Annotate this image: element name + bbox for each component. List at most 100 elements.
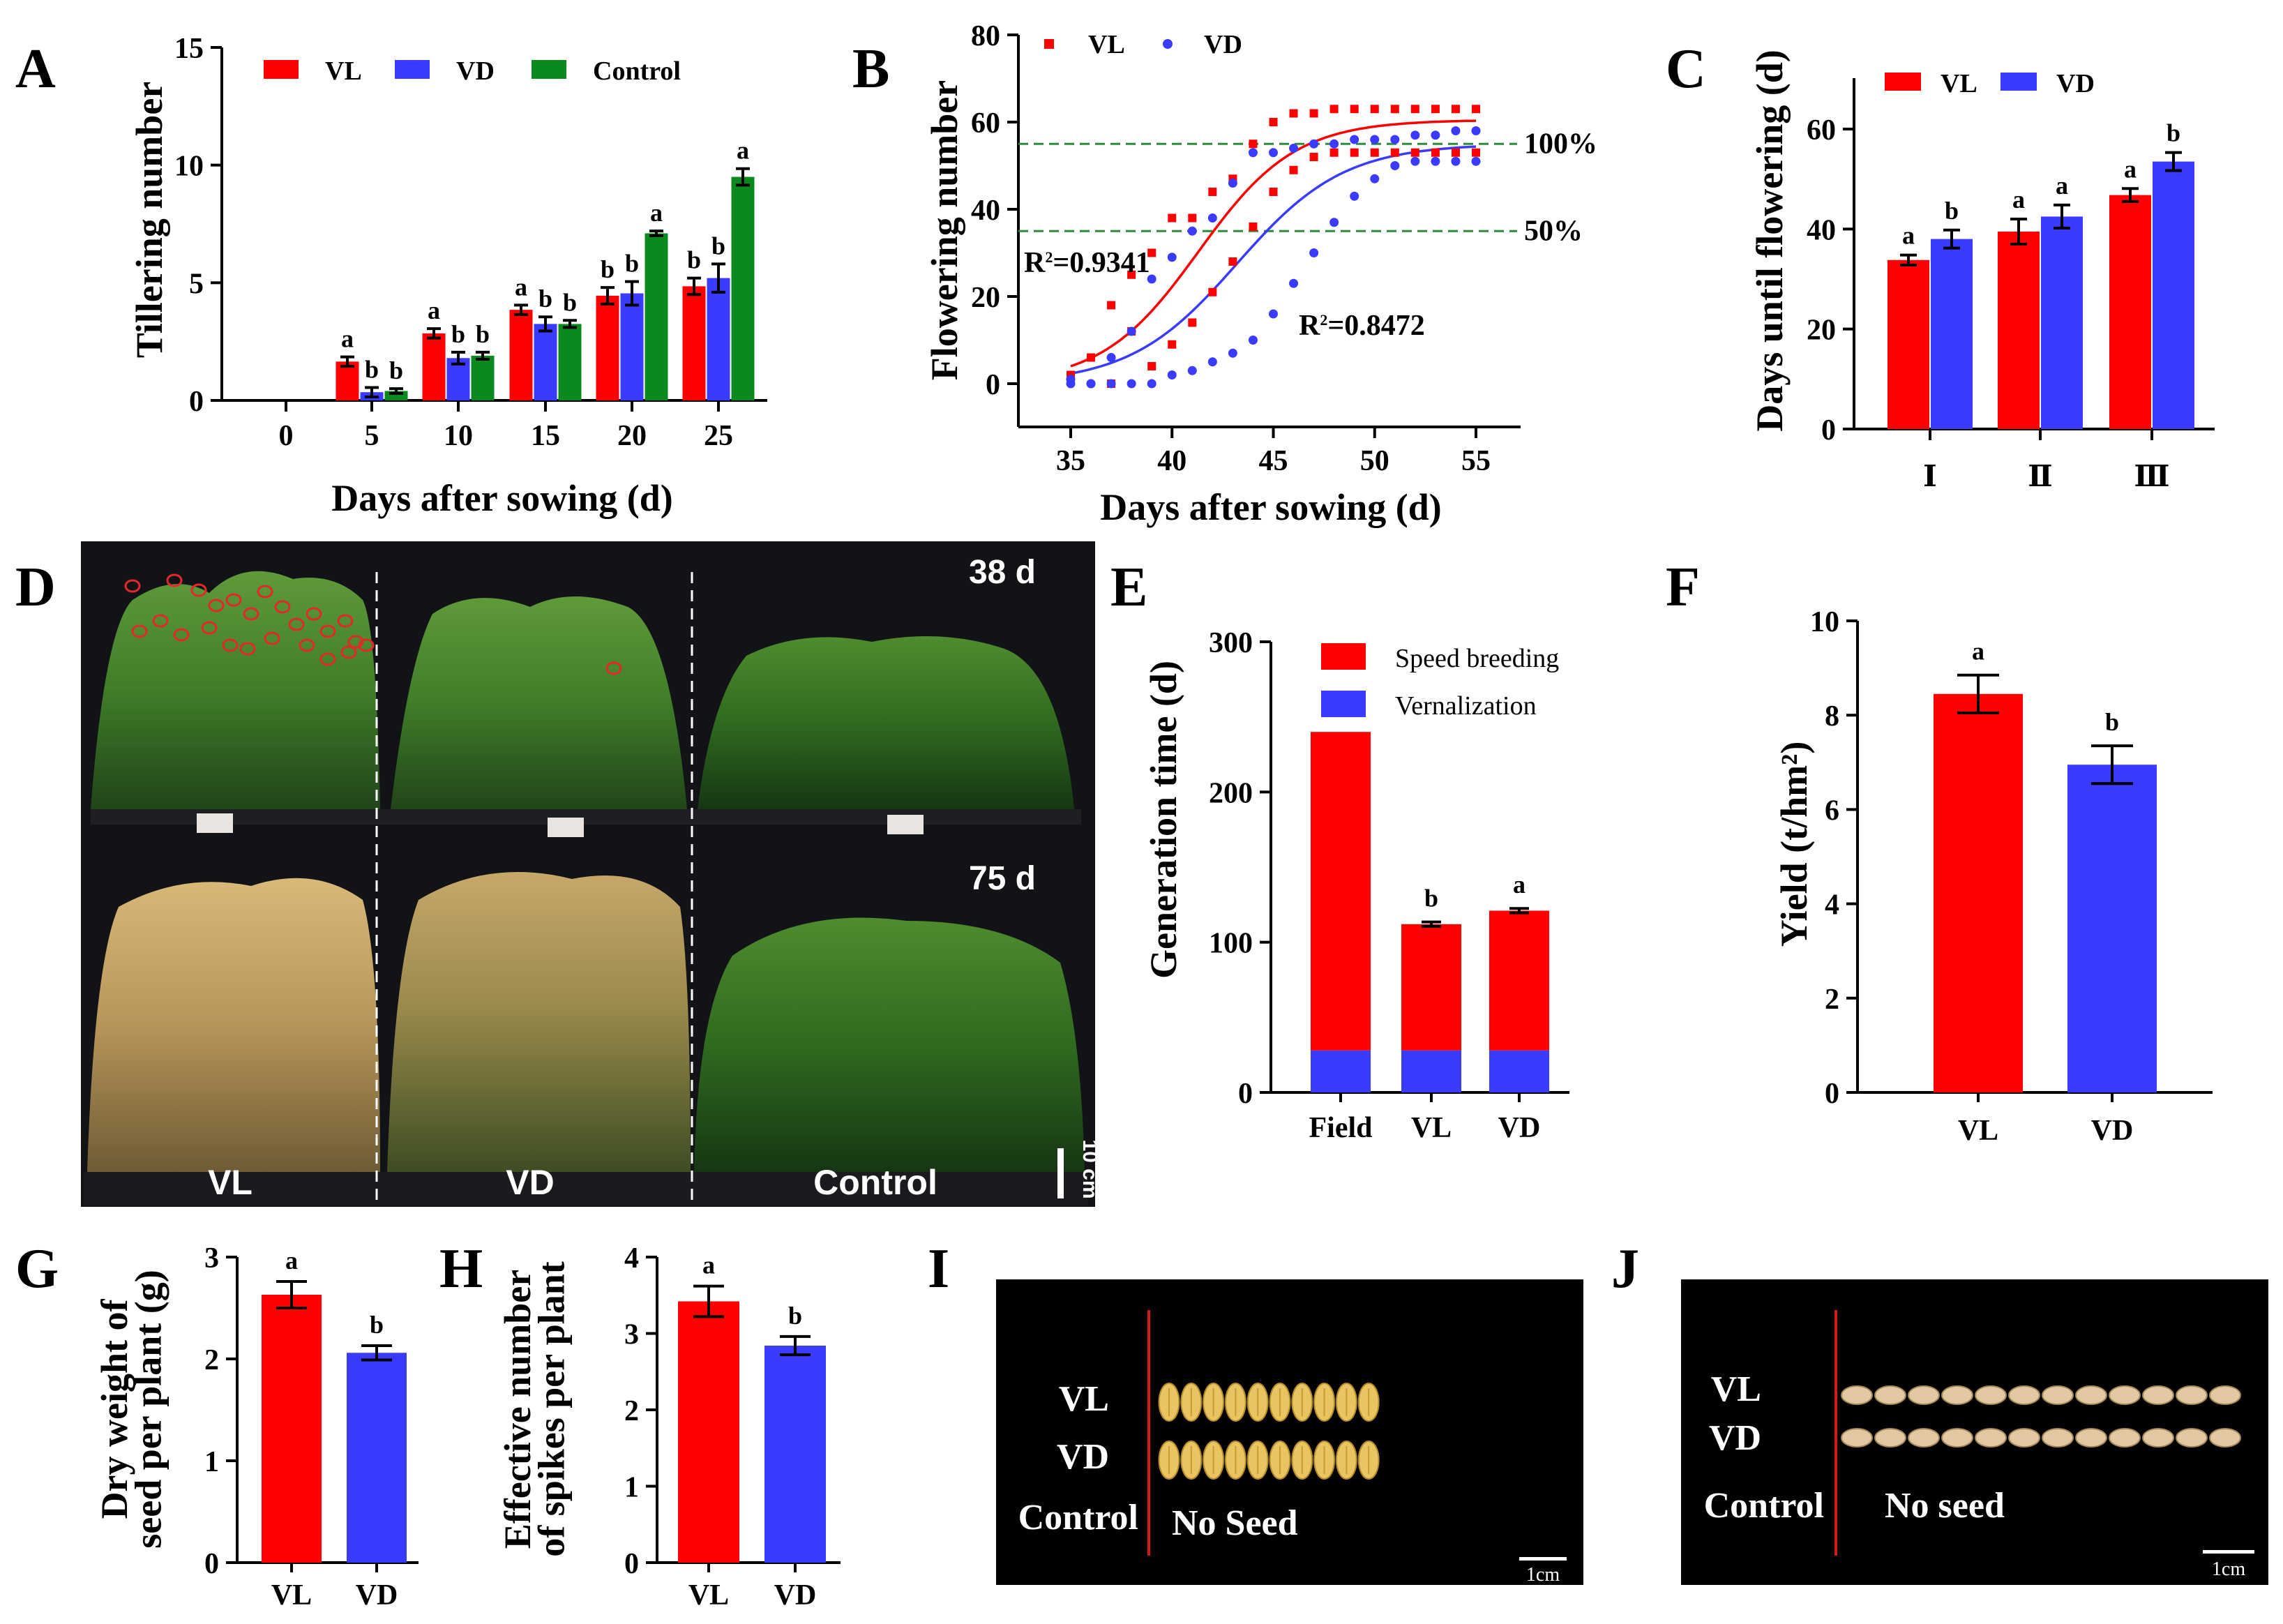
legend-swatch-vd: [2001, 73, 2037, 91]
y-tick-label: 8: [1825, 700, 1839, 732]
bar-control: [645, 233, 668, 400]
legend-label-vd: VD: [1204, 30, 1242, 59]
x-tick-label: VD: [774, 1579, 817, 1611]
seed: [2109, 1428, 2141, 1448]
bar-control: [558, 324, 582, 400]
point-vd: [1086, 379, 1096, 389]
r-squared-value: =0.8472: [1327, 310, 1424, 342]
x-tick-label: Field: [1309, 1112, 1373, 1144]
point-vd: [1127, 326, 1136, 336]
point-vl: [1147, 362, 1156, 370]
reference-label-50-: 50%: [1524, 215, 1583, 247]
bar-control: [471, 355, 495, 400]
point-vl: [1228, 257, 1237, 266]
photo-i-row-vd: VD: [1057, 1437, 1109, 1477]
point-vd: [1106, 379, 1116, 389]
bar-speed-breeding: [1489, 910, 1549, 1051]
point-vd: [1451, 126, 1461, 135]
spike-marker: [337, 614, 354, 628]
legend-label-vl: VL: [1088, 30, 1125, 59]
seed: [1941, 1385, 1973, 1405]
spike-marker: [131, 624, 148, 638]
panel-letter-d: D: [15, 557, 56, 618]
significance-letter: b: [687, 246, 701, 274]
day-label-75: 75 d: [969, 860, 1036, 897]
seed: [1941, 1428, 1973, 1448]
x-tick-label: VD: [356, 1579, 398, 1611]
significance-letter: a: [1972, 638, 1984, 666]
bar-vd: [764, 1346, 826, 1563]
seed: [1841, 1428, 1873, 1448]
legend-swatch-vernalization: [1321, 691, 1366, 717]
point-vd: [1329, 139, 1339, 149]
spike-marker: [243, 607, 259, 621]
significance-letter: a: [428, 296, 440, 324]
x-tick-label: Ⅲ: [2134, 461, 2169, 493]
x-tick-label: 20: [617, 420, 647, 452]
tag-vl: [197, 813, 233, 833]
bar-vernalization: [1401, 1050, 1461, 1092]
x-tick-label: VL: [1411, 1112, 1452, 1144]
point-vd: [1269, 309, 1278, 319]
scale-label-j: 1cm: [2212, 1558, 2245, 1580]
spike-marker: [358, 638, 375, 652]
point-vl: [1309, 109, 1318, 118]
y-axis-label: Flowering number: [924, 80, 965, 380]
legend-label-vd: VD: [456, 57, 495, 86]
point-vd: [1370, 174, 1380, 183]
tag-control: [887, 815, 924, 834]
point-vl: [1087, 353, 1096, 362]
seed: [2008, 1428, 2040, 1448]
point-vl: [1147, 248, 1156, 257]
seed: [2042, 1385, 2074, 1405]
bar-vl: [262, 1295, 322, 1563]
y-tick-label: 2: [204, 1344, 219, 1376]
y-tick-label: 0: [1825, 1078, 1839, 1110]
y-tick-label: 0: [1821, 414, 1836, 446]
significance-letter: b: [476, 320, 490, 348]
y-axis-label-line: of spikes per plant: [530, 1261, 572, 1557]
x-tick-label: 25: [704, 420, 733, 452]
seed: [2109, 1385, 2141, 1405]
x-tick-label: 10: [444, 420, 473, 452]
seed: [2176, 1385, 2208, 1405]
spike-marker: [201, 621, 218, 635]
chart-e-generation-time: 0 100 200 300 Field VL b VD a Speed breeding Verna…: [1143, 627, 1569, 1144]
significance-letter: a: [702, 1251, 715, 1279]
y-axis-label: Generation time (d): [1143, 661, 1184, 979]
point-vl: [1329, 105, 1339, 114]
plants-vl-75d: [87, 878, 380, 1172]
r-squared-vl: R2=0.9341: [1024, 247, 1150, 279]
significance-letter: b: [788, 1302, 802, 1330]
photo-i-row-vl: VL: [1059, 1379, 1109, 1419]
point-vl: [1168, 213, 1177, 223]
legend-swatch-vd: [1163, 39, 1173, 49]
significance-letter: a: [1513, 871, 1525, 899]
point-vl: [1269, 188, 1278, 196]
point-vd: [1471, 126, 1481, 135]
scale-bar-i: [1519, 1557, 1567, 1561]
r-squared-symbol: R: [1299, 310, 1320, 342]
point-vl: [1410, 105, 1419, 114]
panel-letter-j: J: [1611, 1238, 1639, 1300]
point-vl: [1472, 148, 1480, 157]
y-tick-label: 5: [189, 268, 204, 300]
photo-i-seed-rows: [1158, 1383, 1380, 1480]
y-tick-label: 20: [1807, 315, 1836, 347]
legend-label-vd: VD: [2056, 69, 2095, 98]
bar-vd: [707, 278, 730, 400]
x-tick-label: 45: [1259, 445, 1288, 477]
spike-marker: [173, 628, 190, 642]
x-tick-label: 40: [1157, 445, 1186, 477]
y-tick-label: 0: [189, 386, 204, 418]
y-tick-label: 300: [1209, 627, 1253, 659]
y-tick-label: 20: [971, 282, 1000, 314]
seed: [1975, 1385, 2007, 1405]
tray-top: [91, 809, 1081, 825]
point-vl: [1350, 148, 1359, 157]
significance-letter: a: [2124, 155, 2137, 183]
point-vd: [1127, 379, 1136, 389]
seed: [2008, 1385, 2040, 1405]
point-vl: [1208, 287, 1217, 296]
